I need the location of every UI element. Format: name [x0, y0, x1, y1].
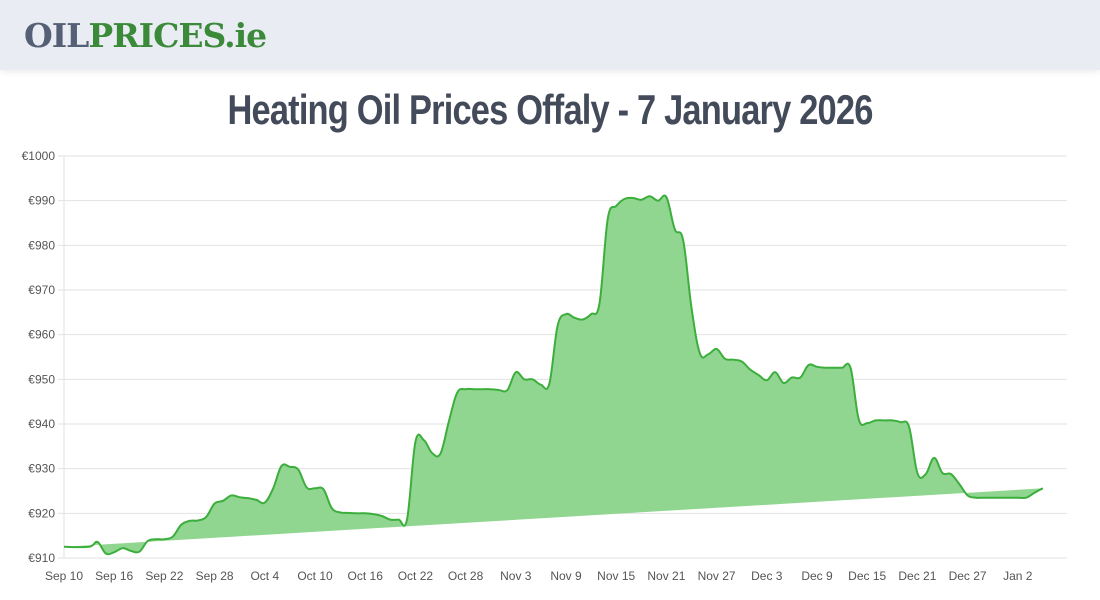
x-tick-label: Dec 27: [949, 569, 987, 583]
x-tick-label: Sep 22: [145, 569, 183, 583]
logo-text-prices: PRICES.ie: [88, 16, 267, 55]
y-tick-label: €950: [28, 372, 55, 386]
x-tick-label: Dec 9: [801, 569, 833, 583]
x-tick-label: Nov 15: [597, 569, 635, 583]
x-tick-label: Jan 2: [1003, 569, 1033, 583]
x-tick-label: Dec 21: [898, 569, 936, 583]
logo-text-oil: OIL: [24, 16, 89, 55]
x-tick-label: Sep 28: [196, 569, 234, 583]
y-tick-label: €910: [28, 551, 55, 565]
y-axis: €910 €920 €930 €940 €950 €960 €970 €980 €990 €100…: [22, 149, 56, 565]
y-tick-label: €930: [28, 462, 55, 476]
price-area-fill: [64, 195, 1043, 555]
page-title: Heating Oil Prices Offaly - 7 January 20…: [227, 86, 873, 133]
site-logo[interactable]: OILPRICES.ie: [24, 16, 267, 56]
y-tick-label: €990: [28, 194, 55, 208]
x-tick-label: Oct 22: [398, 569, 434, 583]
x-tick-label: Oct 28: [448, 569, 484, 583]
x-tick-label: Sep 10: [45, 569, 83, 583]
y-tick-label: €980: [28, 238, 55, 252]
x-tick-label: Dec 3: [751, 569, 783, 583]
x-tick-label: Oct 16: [348, 569, 384, 583]
price-line: [63, 194, 1044, 556]
y-tick-label: €920: [28, 506, 55, 520]
x-tick-label: Dec 15: [848, 569, 886, 583]
y-tick-label: €970: [28, 283, 55, 297]
x-tick-label: Oct 10: [297, 569, 333, 583]
x-tick-label: Nov 21: [647, 569, 685, 583]
x-tick-label: Sep 16: [95, 569, 133, 583]
x-tick-label: Nov 27: [698, 569, 736, 583]
y-tick-label: €960: [28, 328, 55, 342]
x-tick-label: Nov 9: [550, 569, 582, 583]
x-tick-label: Oct 4: [250, 569, 279, 583]
x-axis: Sep 10 Sep 16 Sep 22 Sep 28 Oct 4 Oct 10 Oct 1…: [45, 569, 1033, 583]
y-tick-label: €1000: [22, 149, 56, 163]
site-header: OILPRICES.ie: [0, 0, 1100, 70]
y-tick-label: €940: [28, 417, 55, 431]
x-tick-label: Nov 3: [500, 569, 532, 583]
